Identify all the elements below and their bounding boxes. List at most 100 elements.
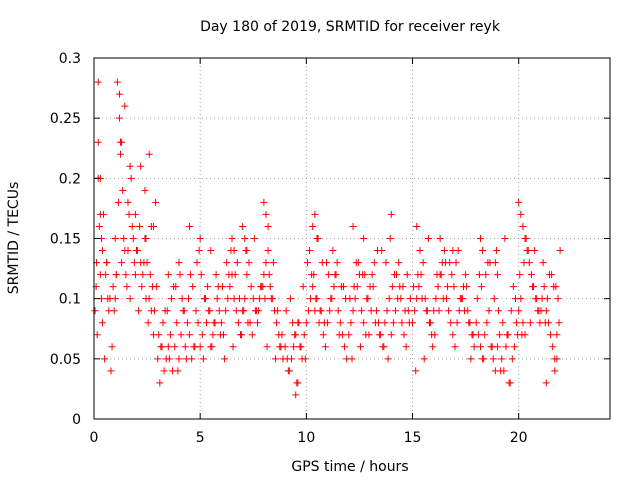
data-point-marker — [176, 271, 184, 279]
data-point-marker — [126, 162, 134, 170]
data-point-marker — [387, 331, 395, 339]
data-point-marker — [160, 367, 168, 375]
data-point-marker — [551, 367, 559, 375]
data-point-marker — [350, 283, 358, 291]
data-point-marker — [144, 319, 152, 327]
data-point-marker — [96, 210, 104, 218]
data-point-marker — [376, 331, 384, 339]
data-point-marker — [226, 283, 234, 291]
data-point-marker — [246, 319, 254, 327]
data-point-marker — [501, 235, 509, 242]
x-tick-label: 5 — [196, 430, 205, 446]
data-point-marker — [247, 283, 255, 291]
data-point-marker — [223, 259, 231, 267]
data-point-marker — [386, 235, 394, 242]
data-point-marker — [433, 271, 441, 279]
data-point-marker — [102, 271, 110, 279]
data-point-marker — [212, 271, 220, 279]
data-point-marker — [177, 331, 185, 339]
data-point-marker — [553, 355, 561, 363]
data-point-marker — [136, 222, 144, 230]
data-point-marker — [122, 271, 130, 279]
data-point-marker — [290, 343, 298, 351]
data-point-marker — [201, 295, 209, 303]
y-tick-label: 0 — [72, 412, 81, 428]
data-point-marker — [547, 331, 555, 339]
data-point-marker — [164, 343, 172, 351]
data-point-marker — [250, 235, 258, 242]
data-point-marker — [316, 307, 324, 315]
data-point-marker — [450, 283, 458, 291]
data-point-marker — [429, 343, 437, 351]
data-point-marker — [183, 319, 191, 327]
data-point-marker — [152, 198, 160, 206]
data-point-marker — [123, 283, 131, 291]
data-point-marker — [239, 222, 247, 230]
data-point-marker — [111, 235, 119, 242]
data-point-marker — [93, 331, 101, 339]
data-point-marker — [467, 355, 475, 363]
data-point-marker — [483, 319, 491, 327]
y-tick-label: 0.1 — [59, 292, 81, 308]
data-point-marker — [412, 367, 420, 375]
data-point-marker — [196, 235, 204, 242]
data-point-marker — [218, 283, 226, 291]
y-axis-label: SRMTID / TECUs — [6, 182, 22, 295]
data-point-marker — [157, 343, 165, 351]
data-point-marker — [204, 283, 212, 291]
data-point-marker — [312, 295, 320, 303]
x-tick-label: 10 — [297, 430, 315, 446]
data-point-marker — [509, 283, 517, 291]
data-point-marker — [228, 235, 236, 242]
data-point-marker — [130, 259, 138, 267]
data-point-marker — [274, 307, 282, 315]
data-point-marker — [131, 271, 139, 279]
data-point-marker — [349, 307, 357, 315]
data-point-marker — [444, 283, 452, 291]
data-point-marker — [508, 355, 516, 363]
data-point-marker — [493, 271, 501, 279]
data-point-marker — [345, 331, 353, 339]
data-point-marker — [435, 307, 443, 315]
data-point-marker — [265, 271, 273, 279]
y-tick-label: 0.05 — [50, 352, 81, 368]
data-point-marker — [115, 90, 123, 98]
data-point-marker — [406, 295, 414, 303]
data-point-marker — [142, 235, 150, 242]
data-point-marker — [313, 235, 321, 242]
data-point-marker — [363, 295, 371, 303]
data-point-marker — [222, 307, 230, 315]
data-point-marker — [348, 355, 356, 363]
data-point-marker — [203, 319, 211, 327]
data-point-marker — [117, 150, 125, 158]
data-point-marker — [485, 307, 493, 315]
data-point-marker — [254, 319, 262, 327]
data-point-marker — [409, 319, 417, 327]
data-point-marker — [197, 271, 205, 279]
data-point-marker — [101, 355, 109, 363]
data-point-marker — [319, 331, 327, 339]
data-point-marker — [441, 259, 449, 267]
data-point-marker — [419, 259, 427, 267]
data-point-marker — [453, 319, 461, 327]
data-point-marker — [519, 319, 527, 327]
data-point-marker — [475, 271, 483, 279]
data-point-marker — [402, 343, 410, 351]
data-point-marker — [360, 319, 368, 327]
data-point-marker — [115, 114, 123, 122]
data-point-marker — [168, 295, 176, 303]
data-point-marker — [449, 247, 457, 255]
x-tick-label: 20 — [510, 430, 528, 446]
data-point-marker — [451, 343, 459, 351]
y-tick-label: 0.3 — [59, 51, 81, 67]
data-point-marker — [159, 319, 167, 327]
data-point-marker — [139, 271, 147, 279]
data-point-marker — [432, 295, 440, 303]
data-point-marker — [397, 295, 405, 303]
data-point-marker — [552, 283, 560, 291]
data-point-marker — [286, 295, 294, 303]
data-point-marker — [491, 259, 499, 267]
data-point-marker — [291, 331, 299, 339]
